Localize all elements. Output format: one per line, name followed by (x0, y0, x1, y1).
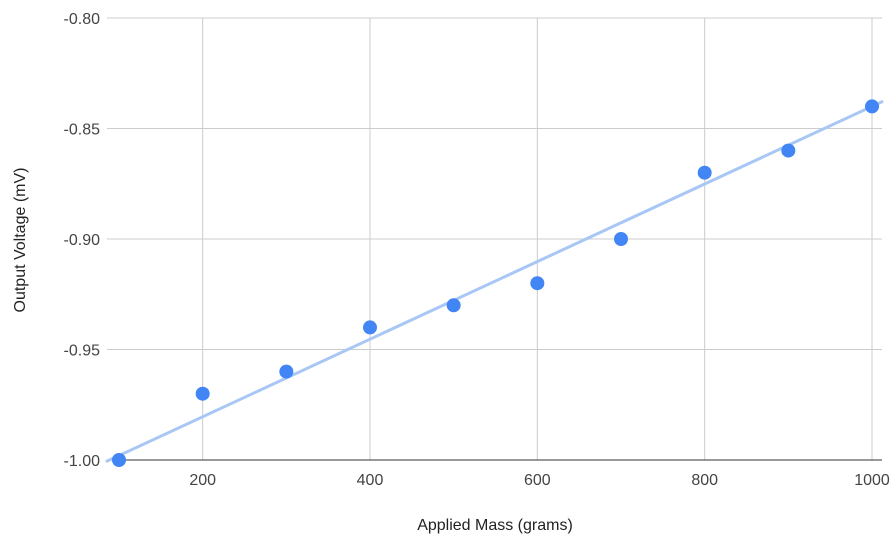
x-axis-title: Applied Mass (grams) (417, 517, 573, 534)
y-tick-label: -0.80 (64, 11, 101, 28)
x-tick-label: 1000 (854, 472, 890, 489)
y-tick-label: -0.85 (64, 122, 101, 139)
y-tick-label: -0.90 (64, 232, 101, 249)
data-point (112, 453, 126, 467)
trendline (105, 100, 884, 463)
data-point (279, 364, 294, 379)
data-point (781, 143, 796, 158)
data-point (697, 165, 712, 180)
data-point (614, 232, 628, 246)
y-axis-title: Output Voltage (mV) (12, 168, 29, 313)
data-point (530, 276, 545, 291)
x-tick-label: 400 (357, 472, 384, 489)
x-tick-label: 800 (691, 472, 718, 489)
data-point (363, 320, 377, 335)
data-point (195, 386, 210, 401)
trendline-layer (105, 100, 884, 463)
y-tick-label: -0.95 (64, 343, 101, 360)
x-tick-label: 200 (189, 472, 216, 489)
grid-layer (107, 17, 882, 460)
y-tick-label: -1.00 (64, 453, 101, 470)
points-layer (112, 99, 879, 467)
tick-labels-layer: -1.00 -0.95 -0.90 -0.85 -0.80 200 400 600 800 100… (64, 11, 890, 489)
x-tick-label: 600 (524, 472, 551, 489)
data-point (446, 298, 461, 313)
data-point (865, 99, 879, 114)
